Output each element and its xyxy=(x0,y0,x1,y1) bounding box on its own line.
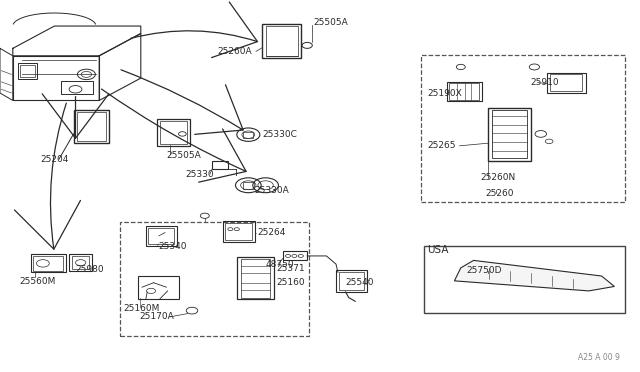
Bar xyxy=(266,26,298,56)
Text: 48750: 48750 xyxy=(266,260,294,269)
Text: 25980: 25980 xyxy=(76,265,104,274)
Text: 25160M: 25160M xyxy=(123,304,159,312)
Bar xyxy=(547,73,586,93)
Text: 25371: 25371 xyxy=(276,264,305,273)
Bar xyxy=(424,246,625,313)
Bar xyxy=(243,132,253,138)
Bar xyxy=(336,270,367,292)
Bar xyxy=(160,121,187,144)
Bar xyxy=(243,182,254,189)
Bar xyxy=(339,272,364,290)
Bar xyxy=(146,226,177,246)
Text: 25204: 25204 xyxy=(40,155,68,164)
Bar xyxy=(157,119,190,146)
Text: 25560M: 25560M xyxy=(19,278,56,286)
FancyArrowPatch shape xyxy=(131,2,257,58)
FancyArrowPatch shape xyxy=(15,103,81,249)
Bar xyxy=(77,112,106,141)
Text: 25340: 25340 xyxy=(159,242,188,251)
Bar xyxy=(138,276,179,299)
Bar xyxy=(120,222,309,336)
Text: 25264: 25264 xyxy=(257,228,285,237)
Text: 25910: 25910 xyxy=(530,78,559,87)
Text: 25750D: 25750D xyxy=(466,266,501,275)
Polygon shape xyxy=(454,260,614,291)
Bar xyxy=(237,257,274,299)
Bar xyxy=(449,83,479,100)
Bar xyxy=(212,161,228,169)
Bar xyxy=(61,81,93,94)
Text: 25540: 25540 xyxy=(346,278,374,287)
Bar xyxy=(20,65,35,77)
Text: 25505A: 25505A xyxy=(314,18,348,27)
Text: 25260: 25260 xyxy=(485,189,514,198)
Bar xyxy=(69,254,92,271)
Text: 25260N: 25260N xyxy=(480,173,515,182)
Text: 25505A: 25505A xyxy=(166,151,201,160)
Bar xyxy=(488,108,531,161)
Text: 25265: 25265 xyxy=(428,141,456,150)
Text: 25260A: 25260A xyxy=(218,47,252,56)
Bar xyxy=(550,74,582,91)
FancyArrowPatch shape xyxy=(102,89,246,182)
Bar xyxy=(74,110,109,143)
Text: 25330: 25330 xyxy=(186,170,214,179)
Bar xyxy=(31,254,66,272)
FancyArrowPatch shape xyxy=(42,94,109,138)
Bar xyxy=(18,63,37,79)
Bar xyxy=(492,110,527,158)
Text: 25190X: 25190X xyxy=(428,89,462,98)
Bar xyxy=(421,55,625,202)
Text: 25160: 25160 xyxy=(276,278,305,287)
Bar xyxy=(283,251,307,260)
Text: 25330C: 25330C xyxy=(262,130,297,139)
Text: 25330A: 25330A xyxy=(255,186,289,195)
Bar xyxy=(262,24,301,58)
Bar xyxy=(223,221,255,242)
Bar xyxy=(241,259,270,298)
Bar xyxy=(447,82,482,101)
Bar xyxy=(225,223,252,240)
Bar xyxy=(148,228,174,244)
FancyArrowPatch shape xyxy=(121,70,243,134)
Bar xyxy=(72,256,89,269)
Bar xyxy=(33,256,63,271)
Text: USA: USA xyxy=(428,245,449,255)
Text: A25 A 00 9: A25 A 00 9 xyxy=(578,353,620,362)
Text: 25170A: 25170A xyxy=(140,312,174,321)
